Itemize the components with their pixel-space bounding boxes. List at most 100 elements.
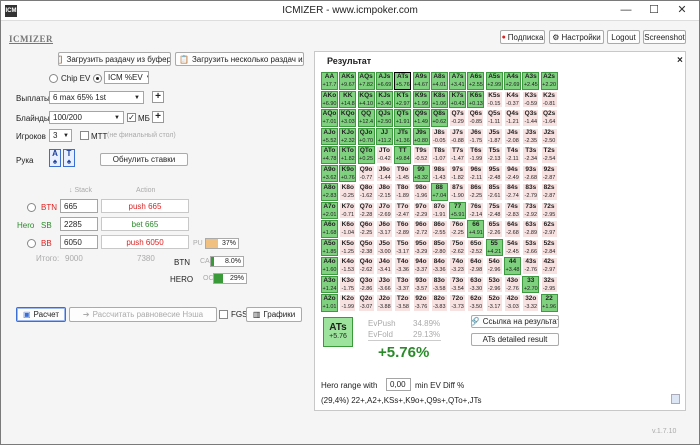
grid-cell[interactable]: 66 +4.91 — [467, 220, 485, 238]
grid-cell[interactable]: Q6s -0.85 — [467, 109, 485, 127]
grid-cell[interactable]: A8s +4.01 — [430, 72, 448, 90]
grid-cell[interactable]: Q4o -2.62 — [357, 257, 375, 275]
grid-cell[interactable]: T3o -3.37 — [394, 275, 412, 293]
grid-cell[interactable]: Q7o -2.28 — [357, 201, 375, 219]
grid-cell[interactable]: 95o -3.29 — [412, 238, 430, 256]
action-sb[interactable]: bet 665 — [101, 217, 189, 231]
load-clipboard-button[interactable]: 📋Загрузить раздачу из буфера — [58, 52, 171, 66]
grid-cell[interactable]: Q6o -2.25 — [357, 220, 375, 238]
grid-cell[interactable]: A5s +2.99 — [485, 72, 503, 90]
add-blinds-button[interactable]: + — [152, 111, 164, 123]
grid-cell[interactable]: 88 +7.04 — [430, 183, 448, 201]
grid-cell[interactable]: 62o -3.50 — [467, 294, 485, 312]
grid-cell[interactable]: 63s -2.89 — [522, 220, 540, 238]
grid-cell[interactable]: 85o -2.80 — [430, 238, 448, 256]
grid-cell[interactable]: 77 +5.91 — [449, 201, 467, 219]
grid-cell[interactable]: 86s -2.25 — [467, 183, 485, 201]
grid-cell[interactable]: 93o -3.57 — [412, 275, 430, 293]
grid-cell[interactable]: 83o -3.58 — [430, 275, 448, 293]
grid-cell[interactable]: 82s -2.87 — [540, 183, 558, 201]
grid-cell[interactable]: Q4s -1.21 — [504, 109, 521, 127]
grid-cell[interactable]: T5s -2.13 — [485, 146, 503, 164]
grid-cell[interactable]: T4o -3.36 — [394, 257, 412, 275]
grid-cell[interactable]: J5s -1.87 — [485, 127, 503, 145]
action-btn[interactable]: push 665 — [101, 199, 189, 213]
grid-cell[interactable]: AQs +7.82 — [357, 72, 375, 90]
grid-cell[interactable]: AKs +9.67 — [339, 72, 357, 90]
grid-cell[interactable]: T2s -2.54 — [540, 146, 558, 164]
grid-cell[interactable]: 22 +1.96 — [540, 294, 558, 312]
grid-cell[interactable]: J4s -2.08 — [504, 127, 521, 145]
grid-cell[interactable]: J3s -2.35 — [522, 127, 540, 145]
grid-cell[interactable]: 98s -1.43 — [430, 164, 448, 182]
grid-cell[interactable]: T7o -2.47 — [394, 201, 412, 219]
grid-cell[interactable]: A3o +1.24 — [321, 275, 338, 293]
grid-cell[interactable]: J6s -1.75 — [467, 127, 485, 145]
grid-cell[interactable]: Q5o -2.38 — [357, 238, 375, 256]
grid-cell[interactable]: K3o -1.75 — [339, 275, 357, 293]
grid-cell[interactable]: Q9s +1.49 — [412, 109, 430, 127]
chip-ev-radio[interactable] — [49, 74, 58, 83]
fgs-checkbox[interactable] — [219, 310, 228, 319]
settings-button[interactable]: ⚙ Настройки — [549, 30, 604, 44]
grid-cell[interactable]: Q9o -0.77 — [357, 164, 375, 182]
grid-cell[interactable]: 44 +3.48 — [504, 257, 521, 275]
grid-cell[interactable]: T3s -2.34 — [522, 146, 540, 164]
grid-cell[interactable]: A4o +1.60 — [321, 257, 338, 275]
app-logo[interactable]: ICMIZER — [9, 34, 54, 44]
grid-cell[interactable]: 64o -2.98 — [467, 257, 485, 275]
grid-cell[interactable]: T7s -1.47 — [449, 146, 467, 164]
grid-cell[interactable]: 42s -2.97 — [540, 257, 558, 275]
grid-cell[interactable]: 84s -2.74 — [504, 183, 521, 201]
min-ev-input[interactable]: 0,00 — [386, 378, 411, 391]
subscription-button[interactable]: ● Подписка — [500, 30, 545, 44]
grid-cell[interactable]: JTo -0.42 — [375, 146, 393, 164]
grid-cell[interactable]: KQs +4.10 — [357, 90, 375, 108]
grid-cell[interactable]: AJo +5.52 — [321, 127, 338, 145]
grid-cell[interactable]: QJs +2.50 — [375, 109, 393, 127]
grid-cell[interactable]: 87o -1.91 — [430, 201, 448, 219]
grid-cell[interactable]: QJo +0.70 — [357, 127, 375, 145]
grid-cell[interactable]: 32s -2.95 — [540, 275, 558, 293]
grid-cell[interactable]: 92s -2.87 — [540, 164, 558, 182]
grid-cell[interactable]: K5s -0.15 — [485, 90, 503, 108]
grid-cell[interactable]: K7s +0.43 — [449, 90, 467, 108]
grid-cell[interactable]: K3s -0.59 — [522, 90, 540, 108]
grid-cell[interactable]: 72s -2.95 — [540, 201, 558, 219]
grid-cell[interactable]: J7o -2.69 — [375, 201, 393, 219]
grid-cell[interactable]: 96s -2.11 — [467, 164, 485, 182]
grid-cell[interactable]: A8o +2.83 — [321, 183, 338, 201]
icm-radio[interactable] — [93, 74, 102, 83]
grid-cell[interactable]: 95s -2.48 — [485, 164, 503, 182]
grid-cell[interactable]: 64s -2.68 — [504, 220, 521, 238]
close-result-icon[interactable]: × — [677, 55, 683, 66]
add-payout-button[interactable]: + — [152, 91, 164, 103]
share-link-button[interactable]: 🔗Ссылка на результат — [471, 315, 559, 328]
calculate-button[interactable]: ▣ Расчет — [16, 307, 66, 322]
grid-cell[interactable]: 85s -2.61 — [485, 183, 503, 201]
tab-result[interactable]: Результат — [319, 52, 395, 70]
grid-cell[interactable]: 76s -2.14 — [467, 201, 485, 219]
minimize-button[interactable]: — — [620, 4, 632, 16]
grid-cell[interactable]: K4o -1.53 — [339, 257, 357, 275]
grid-cell[interactable]: K6o -1.04 — [339, 220, 357, 238]
grid-cell[interactable]: 65s -2.26 — [485, 220, 503, 238]
grid-cell[interactable]: 73s -2.92 — [522, 201, 540, 219]
grid-cell[interactable]: 93s -2.68 — [522, 164, 540, 182]
grid-cell[interactable]: Q7s -0.29 — [449, 109, 467, 127]
maximize-button[interactable]: ☐ — [649, 4, 659, 16]
grid-cell[interactable]: KK +14.8 — [339, 90, 357, 108]
seat-radio-btn[interactable] — [27, 203, 36, 212]
grid-cell[interactable]: A2o +1.01 — [321, 294, 338, 312]
grid-cell[interactable]: AQo +7.01 — [321, 109, 338, 127]
grid-cell[interactable]: J7s -0.88 — [449, 127, 467, 145]
screenshot-button[interactable]: Screenshot — [643, 30, 686, 44]
grid-cell[interactable]: T9s -0.52 — [412, 146, 430, 164]
mtt-checkbox[interactable] — [80, 131, 89, 140]
grid-cell[interactable]: 82o -3.83 — [430, 294, 448, 312]
grid-cell[interactable]: KJo +2.32 — [339, 127, 357, 145]
detailed-result-button[interactable]: ATs detailed result — [471, 333, 559, 346]
grid-cell[interactable]: Q3s -1.44 — [522, 109, 540, 127]
grid-cell[interactable]: J9o -1.44 — [375, 164, 393, 182]
grid-cell[interactable]: 33 +2.70 — [522, 275, 540, 293]
